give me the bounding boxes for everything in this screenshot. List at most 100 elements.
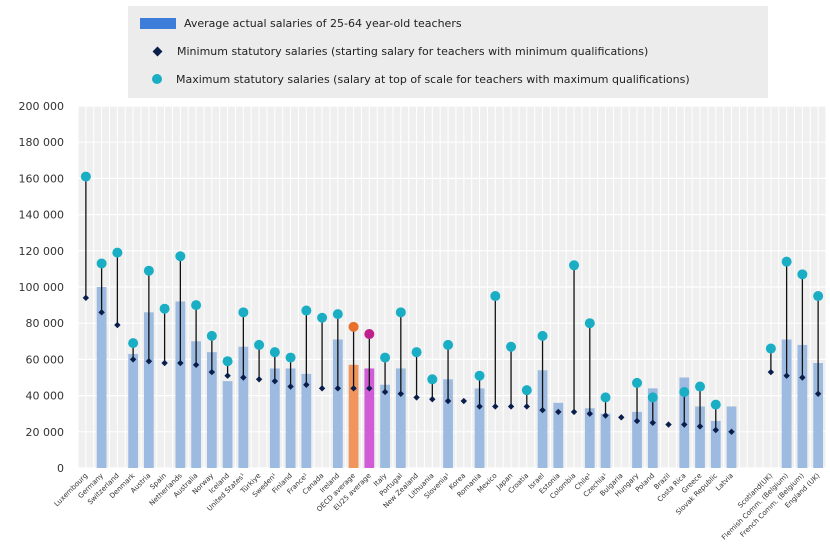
bar-actual	[191, 341, 201, 468]
marker-minimum	[649, 419, 656, 426]
marker-maximum	[143, 265, 154, 276]
legend-swatch-bar	[140, 17, 176, 29]
y-tick-label: 140 000	[19, 209, 65, 222]
marker-minimum	[255, 376, 263, 383]
bar-actual	[584, 408, 595, 468]
x-category-label: Latvia	[714, 472, 735, 493]
marker-maximum	[695, 381, 706, 392]
bar-actual	[600, 413, 611, 468]
y-tick-label: 60 000	[26, 353, 65, 366]
marker-minimum	[814, 390, 822, 397]
bar-actual	[443, 379, 453, 468]
marker-maximum	[537, 330, 548, 341]
marker-minimum	[381, 388, 389, 396]
marker-maximum	[332, 309, 343, 320]
marker-maximum	[301, 305, 312, 316]
marker-minimum	[397, 390, 405, 397]
y-tick-label: 160 000	[19, 172, 65, 185]
marker-maximum	[765, 343, 776, 354]
bar-actual	[128, 353, 138, 468]
marker-maximum	[175, 251, 186, 262]
marker-maximum	[254, 339, 265, 350]
marker-maximum	[411, 347, 422, 358]
marker-maximum	[632, 377, 643, 388]
marker-maximum	[600, 392, 611, 403]
marker-minimum	[161, 359, 168, 367]
bar-actual	[348, 364, 359, 468]
marker-minimum	[208, 368, 216, 376]
marker-minimum	[602, 412, 609, 419]
marker-maximum	[395, 307, 406, 318]
bar-actual	[395, 368, 406, 468]
marker-maximum	[813, 291, 824, 302]
marker-maximum	[521, 385, 532, 396]
marker-minimum	[114, 321, 121, 329]
marker-minimum	[523, 403, 530, 410]
y-tick-label: 100 000	[19, 281, 65, 294]
marker-maximum	[364, 329, 375, 340]
marker-minimum	[224, 372, 231, 379]
y-tick-label: 120 000	[19, 245, 65, 258]
marker-maximum	[490, 291, 501, 302]
marker-minimum	[476, 403, 483, 410]
marker-minimum	[681, 421, 688, 428]
bar-actual	[96, 287, 107, 468]
marker-maximum	[781, 256, 792, 267]
marker-maximum	[506, 341, 517, 352]
legend-label-actual: Average actual salaries of 25-64 year-ol…	[184, 16, 462, 30]
bar-actual	[222, 381, 233, 468]
legend-item-actual: Average actual salaries of 25-64 year-ol…	[140, 14, 462, 32]
marker-minimum	[271, 377, 279, 385]
legend-label-maximum: Maximum statutory salaries (salary at to…	[176, 72, 690, 86]
marker-maximum	[128, 338, 139, 349]
marker-maximum	[679, 386, 690, 397]
marker-minimum	[586, 410, 593, 417]
x-category-label: French Comm. (Belgium)	[739, 472, 806, 539]
marker-maximum	[584, 318, 595, 329]
bar-actual	[647, 388, 658, 468]
marker-maximum	[348, 321, 359, 332]
marker-minimum	[728, 428, 735, 435]
marker-maximum	[285, 352, 296, 363]
bar-actual	[813, 363, 824, 468]
marker-maximum	[96, 258, 107, 269]
marker-minimum	[240, 374, 247, 381]
marker-minimum	[507, 403, 515, 410]
bar-actual	[726, 406, 737, 468]
marker-maximum	[474, 370, 485, 381]
marker-maximum	[710, 399, 721, 410]
bar-actual	[695, 406, 705, 468]
bar-actual	[364, 368, 375, 468]
bar-actual	[301, 373, 312, 468]
marker-minimum	[696, 423, 704, 430]
marker-maximum	[159, 303, 170, 314]
marker-maximum	[112, 247, 123, 258]
marker-minimum	[287, 383, 294, 390]
bar-actual	[269, 368, 280, 468]
marker-minimum	[98, 309, 105, 316]
bar-actual	[781, 339, 792, 468]
marker-maximum	[569, 260, 580, 271]
marker-minimum	[767, 368, 775, 376]
marker-minimum	[177, 359, 184, 367]
marker-minimum	[555, 408, 562, 416]
marker-minimum	[192, 361, 200, 369]
bar-actual	[710, 420, 721, 468]
y-tick-label: 80 000	[26, 317, 65, 330]
bar-actual	[537, 370, 548, 468]
legend-item-maximum: Maximum statutory salaries (salary at to…	[140, 70, 690, 88]
marker-minimum	[618, 414, 625, 421]
marker-maximum	[269, 347, 280, 358]
marker-maximum	[80, 171, 91, 182]
marker-minimum	[350, 385, 357, 392]
marker-minimum	[366, 385, 373, 392]
marker-minimum	[82, 294, 90, 302]
bar-actual	[632, 411, 642, 468]
bar-actual	[175, 301, 186, 468]
legend-item-minimum: Minimum statutory salaries (starting sal…	[140, 42, 648, 60]
marker-maximum	[222, 356, 233, 367]
legend-swatch-circle	[152, 74, 162, 84]
marker-maximum	[443, 339, 454, 350]
marker-maximum	[191, 300, 202, 311]
